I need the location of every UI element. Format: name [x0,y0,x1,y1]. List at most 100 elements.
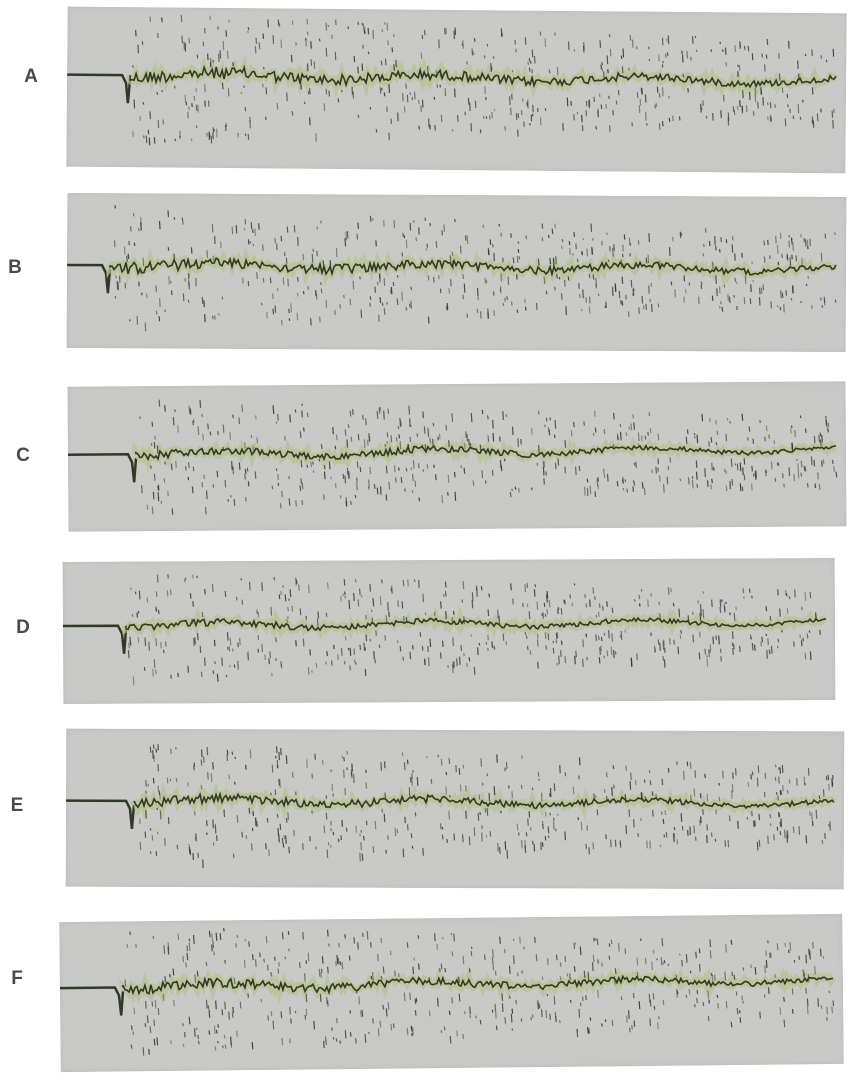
trace-spike [302,638,305,647]
trace-spike [188,844,190,847]
trace-spike [453,833,456,841]
trace-spike [152,749,154,759]
trace-spike [369,583,372,592]
trace-spike [546,993,549,997]
trace-spike [743,458,746,465]
trace-spike [139,841,142,850]
trace-spike [306,464,309,468]
trace-spike [296,277,299,282]
trace-spike [803,776,806,785]
trace-spike [135,29,137,37]
trace-spike [326,582,329,589]
trace-spike [142,257,145,266]
trace-spike [504,841,507,850]
trace-spike [710,832,713,838]
trace-spike [735,281,738,284]
trace-spike [769,615,772,621]
trace-spike [266,817,269,823]
trace-spike [540,792,543,802]
trace-spike [767,835,769,844]
trace-spike [350,772,353,776]
trace-spike [648,285,650,294]
trace-spike [765,950,768,957]
trace-spike [417,463,420,469]
trace-spike [208,131,211,140]
trace-spike [236,934,239,938]
trace-spike [676,839,679,845]
trace-spike [742,588,745,594]
trace-spike [806,998,809,1007]
trace-spike [786,93,789,98]
trace-spike [511,69,514,73]
trace-spike [282,843,285,848]
trace-spike [710,49,713,52]
trace-spike [155,748,158,753]
trace-spike [648,58,651,62]
trace-spike [476,647,479,656]
trace-spike [450,932,453,936]
trace-spike [684,289,687,294]
trace-spike [155,285,157,292]
trace-spike [515,274,518,280]
trace-spike [581,125,584,132]
trace-spike [278,834,280,843]
trace-spike [204,100,206,107]
trace-spike [596,478,599,486]
trace-spike [176,844,179,850]
trace-spike [536,462,539,467]
trace-spike [307,666,310,675]
trace-spike [695,460,698,468]
trace-spike [752,279,755,283]
trace-spike [663,959,666,964]
trace-spike [271,293,274,300]
trace-spike [816,113,819,122]
trace-spike [607,629,610,639]
trace-spike [359,276,361,280]
trace-spike [696,483,699,488]
trace-spike [657,433,660,441]
trace-spike [533,55,536,64]
trace-spike [704,228,707,233]
trace-spike [759,1011,761,1019]
trace-spike [627,1010,630,1019]
trace-spike [552,258,555,267]
trace-spike [458,993,461,1002]
trace-spike [676,988,678,998]
trace-spike [724,47,727,55]
trace-spike [381,579,383,584]
trace-spike [753,820,755,828]
trace-spike [319,316,321,323]
trace-spike [221,82,224,90]
trace-spike [569,248,571,255]
trace-spike [555,828,557,832]
trace-spike [444,581,447,588]
trace-spike [479,311,482,319]
trace-spike [734,768,737,776]
trace-spike [410,833,413,839]
trace-spike [498,846,501,854]
trace-spike [748,426,751,432]
trace-spike [365,820,368,826]
trace-spike [604,1019,607,1023]
trace-spike [449,255,452,264]
trace-spike [585,297,588,303]
trace-spike [199,400,202,408]
trace-spike [409,436,412,442]
trace-spike [678,953,681,956]
trace-spike [118,275,121,283]
trace-spike [204,506,207,515]
trace-spike [187,665,190,673]
trace-spike [258,42,261,50]
trace-spike [437,436,439,441]
trace-spike [316,250,318,257]
trace-spike [388,481,391,490]
trace-spike [202,859,204,869]
trace-spike [310,41,312,49]
trace-spike [465,785,467,792]
trace-spike [167,247,170,251]
trace-spike [648,233,650,243]
trace-spike [798,955,801,960]
trace-spike [224,959,226,964]
trace-spike [385,1008,388,1017]
trace-spike [481,782,484,786]
